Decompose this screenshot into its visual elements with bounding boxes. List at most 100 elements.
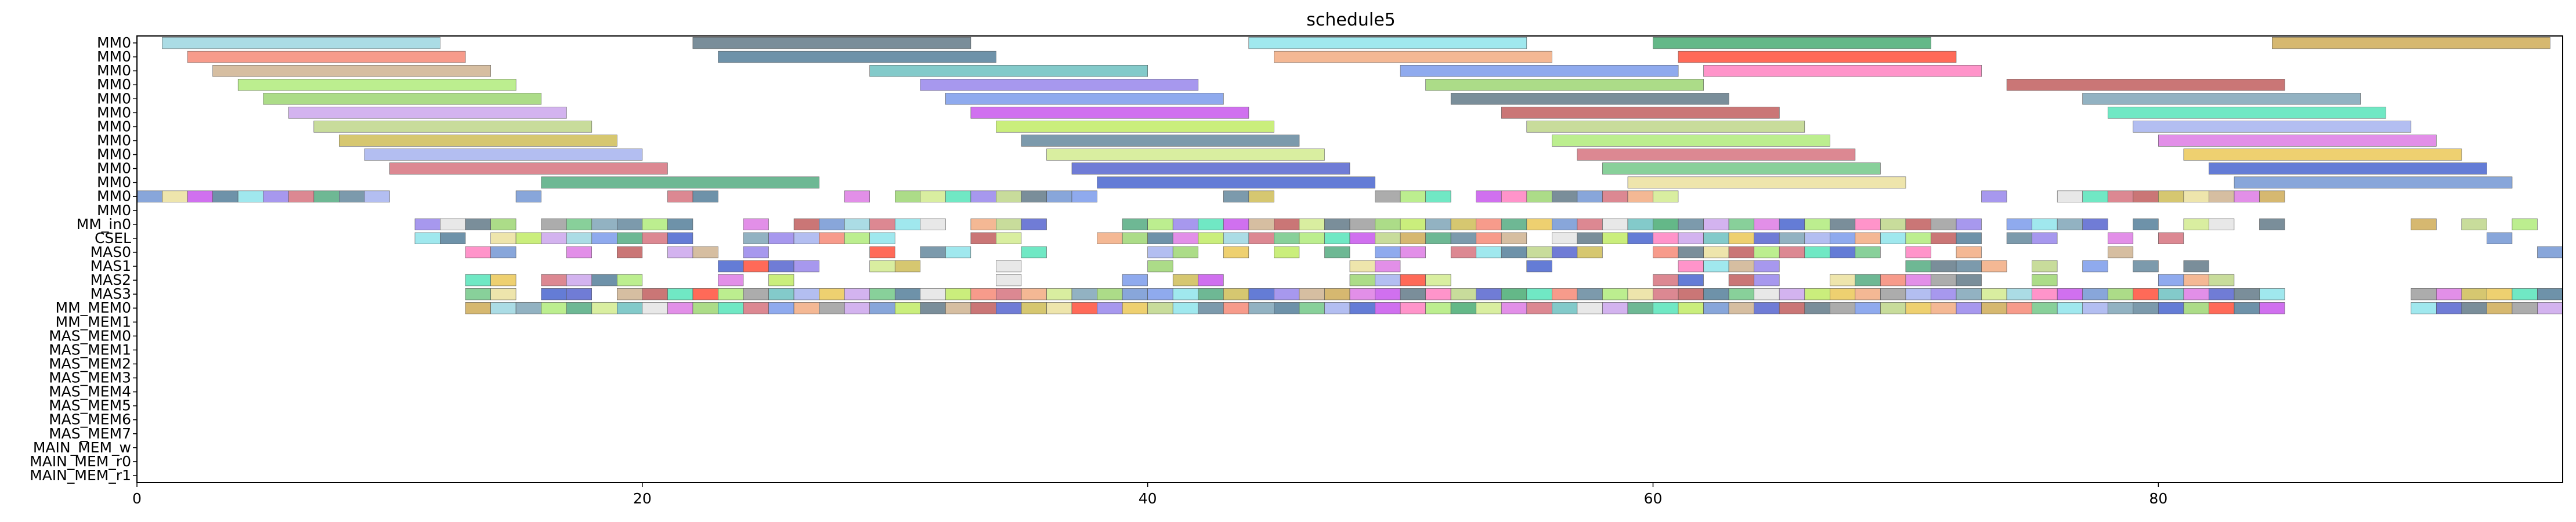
y-tick-label: MM_MEM1: [56, 313, 131, 330]
task-bar: [743, 246, 769, 259]
task-bar: [1476, 232, 1502, 245]
task-bar: [1905, 302, 1931, 314]
task-bar: [970, 232, 996, 245]
y-tick-label: MM_MEM0: [56, 299, 131, 316]
task-bar: [1577, 232, 1603, 245]
task-bar: [718, 260, 744, 273]
task-bar: [2032, 274, 2058, 287]
bars-layer: [136, 37, 2563, 314]
task-bar: [1981, 302, 2007, 314]
task-bar: [2234, 288, 2260, 300]
task-bar: [1172, 232, 1198, 245]
task-bar: [591, 232, 617, 245]
task-bar: [1552, 288, 1578, 300]
task-bar: [793, 302, 819, 314]
task-bar: [1450, 246, 1476, 259]
task-bar: [1274, 50, 1552, 63]
task-bar: [920, 218, 946, 231]
task-bar: [2259, 302, 2285, 314]
task-bar: [1324, 288, 1350, 300]
task-bar: [1703, 288, 1729, 300]
task-bar: [1703, 260, 1729, 273]
task-bar: [819, 302, 845, 314]
task-bar: [2082, 190, 2108, 202]
task-bar: [1703, 218, 1729, 231]
task-bar: [263, 93, 542, 105]
task-bar: [1248, 218, 1274, 231]
task-bar: [844, 232, 870, 245]
task-bar: [692, 246, 718, 259]
task-bar: [1223, 232, 1249, 245]
task-bar: [490, 302, 516, 314]
x-tick-label: 0: [132, 490, 142, 507]
task-bar: [515, 190, 541, 202]
task-bar: [1728, 302, 1754, 314]
task-bar: [1375, 302, 1401, 314]
task-bar: [1905, 260, 1931, 273]
task-bar: [1653, 288, 1679, 300]
task-bar: [1653, 274, 1679, 287]
task-bar: [1021, 135, 1300, 147]
task-bar: [2108, 302, 2134, 314]
task-bar: [1552, 190, 1578, 202]
task-bar: [1071, 190, 1097, 202]
task-bar: [1375, 260, 1401, 273]
task-bar: [1627, 190, 1653, 202]
task-bar: [945, 246, 971, 259]
task-bar: [2234, 176, 2513, 188]
y-tick-label: MM0: [97, 34, 131, 51]
task-bar: [1172, 246, 1198, 259]
task-bar: [2006, 218, 2032, 231]
task-bar: [1400, 274, 1426, 287]
task-bar: [1450, 218, 1476, 231]
task-bar: [2082, 218, 2108, 231]
task-bar: [1526, 218, 1552, 231]
y-tick-label: MM0: [97, 188, 131, 205]
task-bar: [1021, 288, 1047, 300]
task-bar: [1349, 288, 1375, 300]
task-bar: [1931, 302, 1957, 314]
task-bar: [869, 302, 895, 314]
task-bar: [2057, 288, 2083, 300]
task-bar: [440, 218, 466, 231]
task-bar: [1349, 218, 1375, 231]
task-bar: [1653, 246, 1679, 259]
task-bar: [1450, 288, 1476, 300]
task-bar: [920, 288, 946, 300]
task-bar: [490, 274, 516, 287]
task-bar: [1147, 260, 1173, 273]
task-bar: [1248, 190, 1274, 202]
y-tick-label: MM0: [97, 62, 131, 79]
task-bar: [212, 65, 491, 77]
task-bar: [1627, 176, 1906, 188]
task-bar: [1122, 218, 1148, 231]
task-bar: [2436, 288, 2462, 300]
task-bar: [2133, 260, 2159, 273]
task-bar: [2006, 232, 2032, 245]
task-bar: [920, 302, 946, 314]
task-bar: [541, 274, 567, 287]
task-bar: [1804, 246, 1830, 259]
task-bar: [692, 37, 971, 49]
task-bar: [945, 288, 971, 300]
task-bar: [2183, 148, 2462, 161]
task-bar: [768, 274, 794, 287]
task-bar: [1274, 288, 1300, 300]
task-bar: [162, 190, 188, 202]
task-bar: [541, 218, 567, 231]
task-bar: [2411, 288, 2437, 300]
task-bar: [2108, 107, 2386, 119]
task-bar: [1956, 260, 1982, 273]
task-bar: [2234, 190, 2260, 202]
task-bar: [2512, 218, 2538, 231]
task-bar: [1400, 65, 1679, 77]
task-bar: [1324, 246, 1350, 259]
task-bar: [1324, 232, 1350, 245]
task-bar: [566, 218, 592, 231]
task-bar: [970, 107, 1249, 119]
task-bar: [1400, 218, 1426, 231]
task-bar: [1855, 302, 1881, 314]
task-bar: [2108, 232, 2134, 245]
task-bar: [1223, 190, 1249, 202]
